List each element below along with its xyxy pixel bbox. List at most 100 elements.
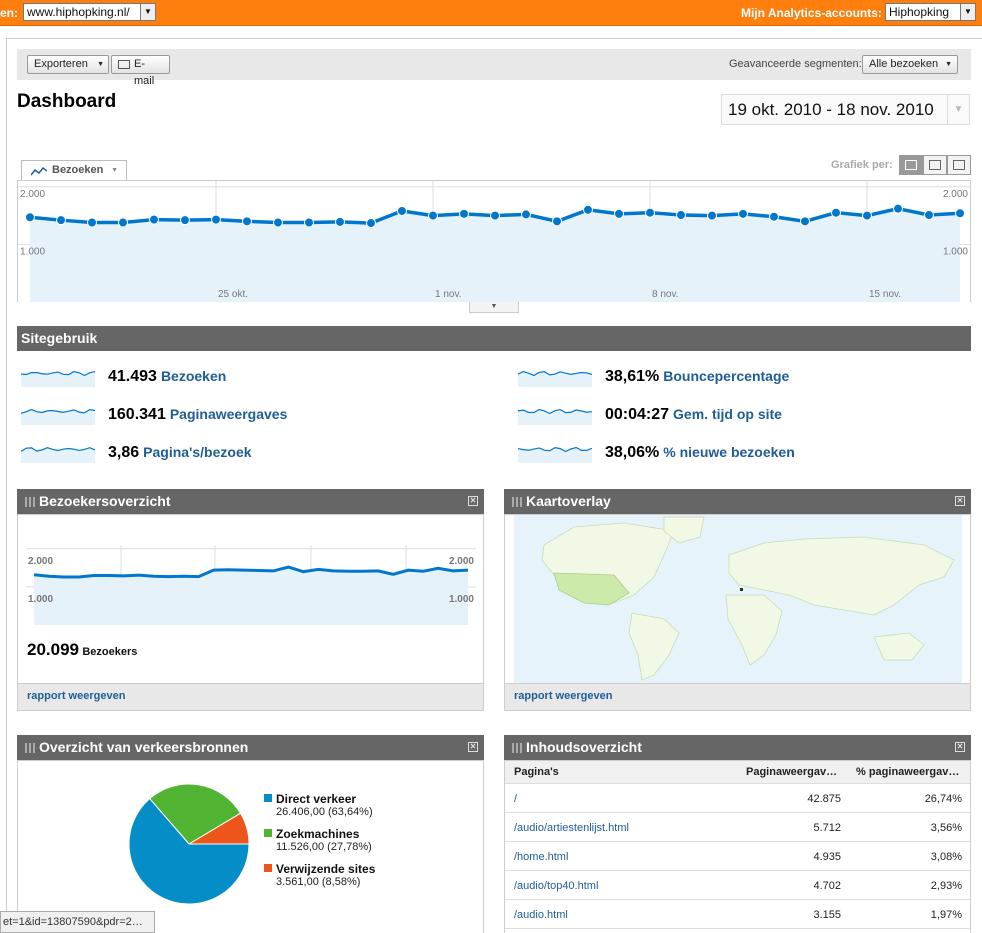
metric-value: 00:04:27 Gem. tijd op site — [605, 406, 782, 423]
legend-swatch — [264, 829, 272, 837]
chevron-down-icon: ▼ — [947, 95, 969, 124]
data-point[interactable] — [87, 217, 97, 228]
data-point[interactable] — [738, 208, 748, 219]
metric-link[interactable]: Pagina's/bezoek — [143, 444, 252, 460]
data-point[interactable] — [118, 217, 128, 228]
graph-month-button[interactable] — [947, 155, 971, 175]
data-point[interactable] — [56, 215, 66, 226]
metric-1: 160.341 Paginaweergaves — [21, 405, 461, 427]
graph-day-button[interactable] — [899, 155, 923, 175]
metric-link[interactable]: Paginaweergaves — [169, 406, 288, 422]
chevron-down-icon: ▼ — [960, 4, 975, 20]
map-panel: rapport weergeven — [504, 514, 971, 711]
y-tick-label: 2.000 — [449, 556, 474, 567]
metric-3: 38,61% Bouncepercentage — [518, 367, 958, 389]
y-tick-label: 1.000 — [449, 594, 474, 605]
data-point[interactable] — [211, 214, 221, 225]
data-point[interactable] — [242, 216, 252, 227]
data-point[interactable] — [676, 209, 686, 220]
close-icon[interactable]: ✕ — [468, 496, 478, 506]
sparkline — [518, 446, 592, 463]
data-point[interactable] — [645, 207, 655, 218]
visitors-panel: 2.000 2.000 1.000 1.000 20.099 Bezoekers ra… — [17, 514, 484, 711]
pie-slice[interactable] — [149, 783, 242, 845]
data-point[interactable] — [862, 210, 872, 221]
drag-handle-icon[interactable] — [25, 497, 35, 507]
metric-value: 38,61% Bouncepercentage — [605, 368, 790, 385]
segments-select[interactable]: Alle bezoeken ▼ — [862, 55, 958, 74]
y-tick-label: 2.000 — [20, 189, 45, 200]
data-point[interactable] — [149, 214, 159, 225]
data-point[interactable] — [459, 208, 469, 219]
data-point[interactable] — [924, 209, 934, 220]
accounts-select[interactable]: Hiphopking ▼ — [885, 3, 976, 21]
data-point[interactable] — [955, 208, 965, 219]
data-point[interactable] — [521, 209, 531, 220]
x-tick-label: 1 nov. — [435, 289, 462, 300]
y-tick-label: 2.000 — [28, 556, 53, 567]
y-tick-label: 2.000 — [943, 189, 968, 200]
map-report-link[interactable]: rapport weergeven — [505, 683, 970, 710]
legend-item[interactable]: Verwijzende sites 3.561,00 (8,58%) — [264, 862, 375, 888]
metric-tab[interactable]: Bezoeken ▼ — [21, 160, 127, 180]
data-point[interactable] — [273, 217, 283, 228]
close-icon[interactable]: ✕ — [955, 742, 965, 752]
profile-select[interactable]: www.hiphopking.nl/ ▼ — [23, 3, 156, 21]
data-point[interactable] — [552, 216, 562, 227]
toolbar: Exporteren ▼ E-mail Geavanceerde segment… — [17, 49, 971, 87]
pie-slice[interactable] — [128, 797, 250, 905]
page-link[interactable]: /audio/artiestenlijst.html — [514, 822, 629, 834]
world-map[interactable] — [514, 515, 962, 683]
south-america-shape — [628, 612, 680, 681]
data-point[interactable] — [490, 210, 500, 221]
column-header[interactable]: Paginaweergav… — [746, 766, 838, 778]
traffic-pie-chart — [128, 783, 250, 905]
drag-handle-icon[interactable] — [25, 743, 35, 753]
data-point[interactable] — [397, 205, 407, 216]
metric-link[interactable]: Bouncepercentage — [663, 368, 790, 384]
chevron-down-icon: ▼ — [97, 61, 104, 68]
page-link[interactable]: /audio/top40.html — [514, 880, 599, 892]
data-point[interactable] — [707, 210, 717, 221]
drag-handle-icon[interactable] — [512, 743, 522, 753]
legend-item[interactable]: Direct verkeer 26.406,00 (63,64%) — [264, 792, 373, 818]
data-point[interactable] — [769, 211, 779, 222]
data-point[interactable] — [428, 210, 438, 221]
close-icon[interactable]: ✕ — [468, 742, 478, 752]
column-header[interactable]: % paginaweergav… — [856, 766, 960, 778]
data-point[interactable] — [583, 204, 593, 215]
data-point[interactable] — [180, 215, 190, 226]
email-button[interactable]: E-mail — [111, 55, 170, 87]
main-line-chart: 2.000 2.000 1.000 1.000 25 okt. 1 nov. 8 nov. 1… — [18, 181, 970, 302]
data-point[interactable] — [366, 218, 376, 229]
data-point[interactable] — [893, 203, 903, 214]
export-button[interactable]: Exporteren ▼ — [27, 55, 109, 74]
visitors-report-link[interactable]: rapport weergeven — [18, 683, 483, 710]
data-point[interactable] — [304, 217, 314, 228]
metric-value: 160.341 Paginaweergaves — [108, 406, 288, 423]
legend-item[interactable]: Zoekmachines 11.526,00 (27,78%) — [264, 827, 372, 853]
month-icon — [953, 160, 965, 170]
chart-collapse-handle[interactable]: ▼ — [469, 302, 519, 313]
page-link[interactable]: /audio.html — [514, 909, 568, 921]
pageviews-percent-cell: 3,56% — [930, 822, 962, 834]
metric-link[interactable]: Gem. tijd op site — [673, 406, 782, 422]
data-point[interactable] — [800, 216, 810, 227]
graph-week-button[interactable] — [923, 155, 947, 175]
data-point[interactable] — [335, 216, 345, 227]
close-icon[interactable]: ✕ — [955, 496, 965, 506]
page-link[interactable]: / — [514, 793, 518, 805]
column-header[interactable]: Pagina's — [514, 766, 559, 778]
drag-handle-icon[interactable] — [512, 497, 522, 507]
australia-shape — [873, 632, 925, 661]
date-range-picker[interactable]: 19 okt. 2010 - 18 nov. 2010 ▼ — [721, 94, 970, 125]
accounts-label: Mijn Analytics-accounts: — [741, 6, 882, 20]
sparkline — [21, 408, 95, 425]
data-point[interactable] — [25, 212, 35, 223]
page-link[interactable]: /home.html — [514, 851, 569, 863]
metric-link[interactable]: % nieuwe bezoeken — [663, 444, 795, 460]
data-point[interactable] — [831, 207, 841, 218]
pageviews-percent-cell: 1,97% — [930, 909, 962, 921]
data-point[interactable] — [614, 208, 624, 219]
metric-link[interactable]: Bezoeken — [160, 368, 227, 384]
